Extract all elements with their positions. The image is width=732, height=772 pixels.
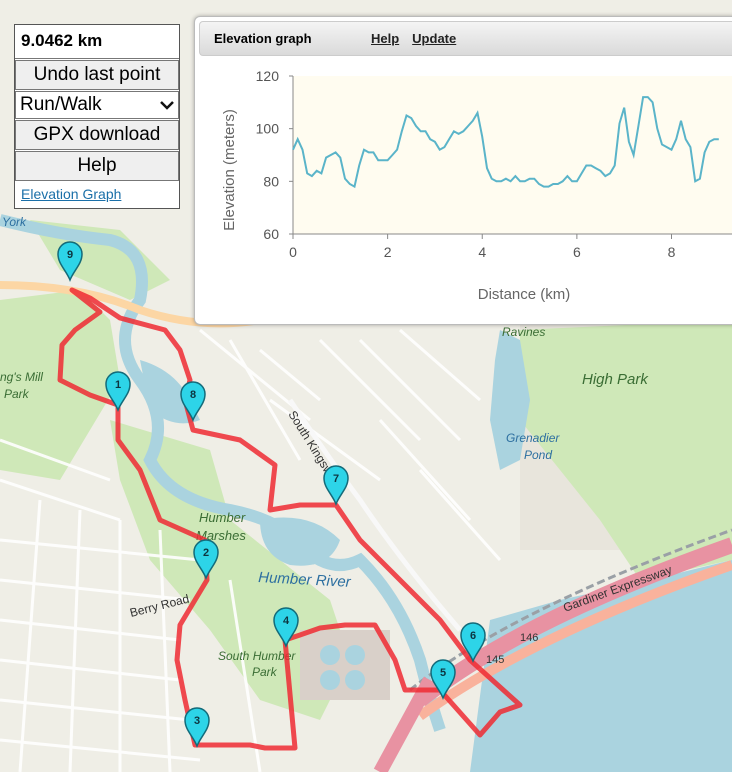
- map-label-humber-marshes: Humber: [199, 510, 246, 525]
- map-label-york: York: [2, 215, 27, 229]
- route-marker-1[interactable]: 1: [105, 371, 131, 413]
- route-marker-label: 5: [440, 667, 446, 679]
- undo-last-point-button[interactable]: Undo last point: [15, 60, 179, 90]
- mode-select[interactable]: Run/Walk: [15, 91, 179, 119]
- y-tick-label: 120: [256, 68, 280, 84]
- map-label-146: 146: [520, 632, 538, 644]
- x-tick-label: 0: [289, 244, 297, 260]
- route-marker-label: 9: [67, 249, 73, 261]
- svg-text:Pond: Pond: [524, 448, 552, 462]
- route-marker-3[interactable]: 3: [184, 707, 210, 749]
- y-tick-label: 100: [256, 121, 280, 137]
- route-marker-label: 2: [203, 547, 209, 559]
- route-marker-label: 3: [194, 715, 200, 727]
- x-tick-label: 6: [573, 244, 581, 260]
- mode-select-value: Run/Walk: [20, 94, 102, 115]
- graph-title: Elevation graph: [214, 31, 312, 46]
- y-axis-label: Elevation (meters): [221, 109, 238, 231]
- graph-update-link[interactable]: Update: [412, 31, 457, 46]
- route-marker-label: 1: [115, 379, 121, 391]
- x-tick-label: 2: [384, 244, 392, 260]
- gpx-download-button[interactable]: GPX download: [15, 120, 179, 150]
- route-marker-9[interactable]: 9: [57, 241, 83, 283]
- map-label-grenadier-pond: Grenadier: [506, 431, 560, 445]
- route-marker-label: 8: [190, 389, 196, 401]
- elevation-chart: 60 80 100 120 0 2 4 6 8 Distance (km) Elevation …: [221, 68, 732, 303]
- elevation-graph-panel: Elevation graph Help Update 60 80 100 120 0 2…: [194, 16, 732, 325]
- chevron-down-icon: [160, 94, 174, 116]
- map-label-high-park: High Park: [582, 371, 649, 388]
- svg-text:Marshes: Marshes: [196, 528, 246, 543]
- x-axis-label: Distance (km): [478, 286, 571, 303]
- route-marker-6[interactable]: 6: [460, 622, 486, 664]
- route-marker-5[interactable]: 5: [430, 659, 456, 701]
- y-tick-label: 80: [263, 173, 279, 189]
- map-label-kings-mill: ng's Mill: [0, 370, 43, 384]
- route-marker-label: 6: [470, 630, 476, 642]
- route-line: [57, 287, 523, 751]
- x-tick-label: 8: [668, 244, 676, 260]
- route-marker-2[interactable]: 2: [193, 539, 219, 581]
- graph-header: Elevation graph Help Update: [199, 21, 732, 56]
- distance-readout: 9.0462 km: [15, 25, 179, 59]
- elevation-graph-link[interactable]: Elevation Graph: [21, 186, 122, 202]
- control-panel: 9.0462 km Undo last point Run/Walk GPX d…: [14, 24, 180, 209]
- y-tick-label: 60: [263, 226, 279, 242]
- svg-text:Park: Park: [252, 665, 278, 679]
- route-marker-label: 7: [333, 473, 339, 485]
- route-marker-4[interactable]: 4: [273, 607, 299, 649]
- x-tick-label: 4: [478, 244, 486, 260]
- help-button[interactable]: Help: [15, 151, 179, 181]
- route-marker-7[interactable]: 7: [323, 465, 349, 507]
- map-label-145: 145: [486, 654, 504, 666]
- elevation-series-line: [292, 96, 719, 189]
- route-marker-8[interactable]: 8: [180, 381, 206, 423]
- map-label-south-humber-park: South Humber: [218, 649, 296, 663]
- map-label-humber-river: Humber River: [258, 569, 352, 591]
- map-label-ravines: Ravines: [502, 325, 545, 339]
- plot-area: [293, 76, 732, 234]
- svg-text:Park: Park: [4, 387, 30, 401]
- route-marker-label: 4: [283, 615, 290, 627]
- graph-help-link[interactable]: Help: [371, 31, 400, 46]
